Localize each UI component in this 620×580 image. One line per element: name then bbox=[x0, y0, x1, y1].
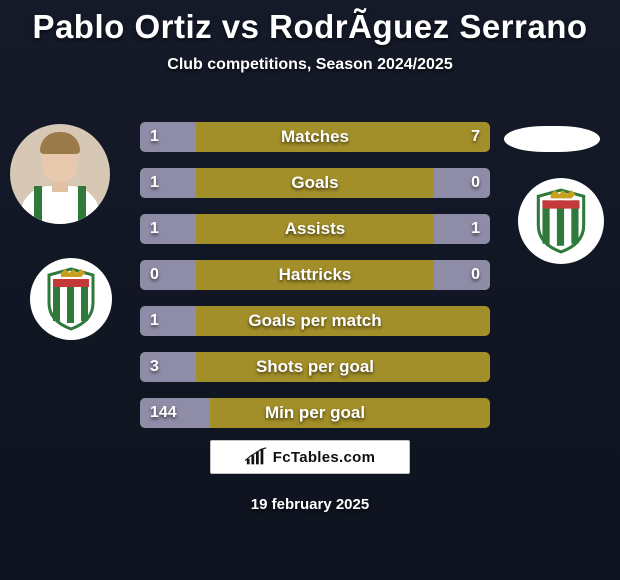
stat-value-right: 7 bbox=[471, 122, 480, 152]
stat-label: Min per goal bbox=[140, 398, 490, 428]
stat-label: Goals per match bbox=[140, 306, 490, 336]
stat-row-shots-per-goal: 3 Shots per goal bbox=[140, 352, 490, 382]
cordoba-crest-icon bbox=[43, 267, 99, 331]
player-left-crest bbox=[30, 258, 112, 340]
stat-row-goals: 1 Goals 0 bbox=[140, 168, 490, 198]
stat-value-right: 0 bbox=[471, 260, 480, 290]
player-right-crest bbox=[518, 178, 604, 264]
stat-label: Assists bbox=[140, 214, 490, 244]
stat-label: Shots per goal bbox=[140, 352, 490, 382]
watermark-text: FcTables.com bbox=[273, 449, 376, 466]
stat-row-hattricks: 0 Hattricks 0 bbox=[140, 260, 490, 290]
stat-row-assists: 1 Assists 1 bbox=[140, 214, 490, 244]
comparison-chart: 1 Matches 7 1 Goals 0 1 Assists 1 0 Hatt… bbox=[140, 122, 490, 444]
stat-label: Matches bbox=[140, 122, 490, 152]
player-left-photo bbox=[10, 124, 110, 224]
stat-label: Hattricks bbox=[140, 260, 490, 290]
stat-row-min-per-goal: 144 Min per goal bbox=[140, 398, 490, 428]
footer-date: 19 february 2025 bbox=[0, 496, 620, 513]
page-subtitle: Club competitions, Season 2024/2025 bbox=[0, 56, 620, 74]
stat-row-goals-per-match: 1 Goals per match bbox=[140, 306, 490, 336]
cordoba-crest-icon bbox=[532, 188, 590, 254]
stat-row-matches: 1 Matches 7 bbox=[140, 122, 490, 152]
watermark-bars-icon bbox=[245, 447, 267, 467]
page-title: Pablo Ortiz vs RodrÃ­guez Serrano bbox=[0, 0, 620, 46]
watermark-panel: FcTables.com bbox=[210, 440, 410, 474]
stat-label: Goals bbox=[140, 168, 490, 198]
stat-value-right: 0 bbox=[471, 168, 480, 198]
player-right-photo-placeholder bbox=[504, 126, 600, 152]
stat-value-right: 1 bbox=[471, 214, 480, 244]
